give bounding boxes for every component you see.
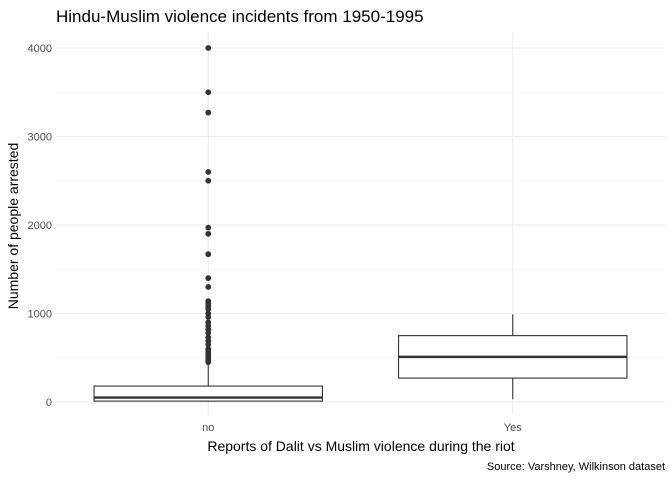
outlier-point xyxy=(205,334,212,341)
y-axis-ticks: 0 1000 2000 3000 4000 xyxy=(28,43,52,409)
outlier-point xyxy=(205,224,212,231)
y-axis-title: Number of people arrested xyxy=(5,143,21,310)
x-tick-label: Yes xyxy=(504,422,522,434)
y-tick-label: 2000 xyxy=(28,220,52,232)
outlier-point xyxy=(205,319,212,326)
outlier-point xyxy=(205,177,212,184)
outlier-point xyxy=(205,109,212,116)
outlier-point xyxy=(205,346,212,352)
outlier-point xyxy=(205,45,212,51)
outlier-point xyxy=(205,284,212,290)
outlier-point xyxy=(205,275,212,281)
y-tick-label: 3000 xyxy=(28,132,52,144)
box-no xyxy=(93,45,323,402)
outlier-point xyxy=(205,310,212,317)
y-tick-label: 4000 xyxy=(28,43,52,55)
outlier-point xyxy=(205,298,212,305)
x-axis-ticks: no Yes xyxy=(202,422,522,434)
x-axis-title: Reports of Dalit vs Muslim violence duri… xyxy=(207,438,514,454)
chart-title: Hindu-Muslim violence incidents from 195… xyxy=(56,7,424,26)
outlier-point xyxy=(205,230,212,237)
outlier-point xyxy=(205,251,212,258)
iqr-box xyxy=(93,385,323,402)
outlier-point xyxy=(205,89,212,96)
boxes xyxy=(93,45,628,402)
x-tick-label: no xyxy=(202,422,214,434)
y-tick-label: 0 xyxy=(46,397,52,409)
y-tick-label: 1000 xyxy=(28,309,52,321)
caption: Source: Varshney, Wilkinson dataset xyxy=(487,461,665,473)
box-Yes xyxy=(398,314,628,400)
outlier-point xyxy=(205,169,212,175)
